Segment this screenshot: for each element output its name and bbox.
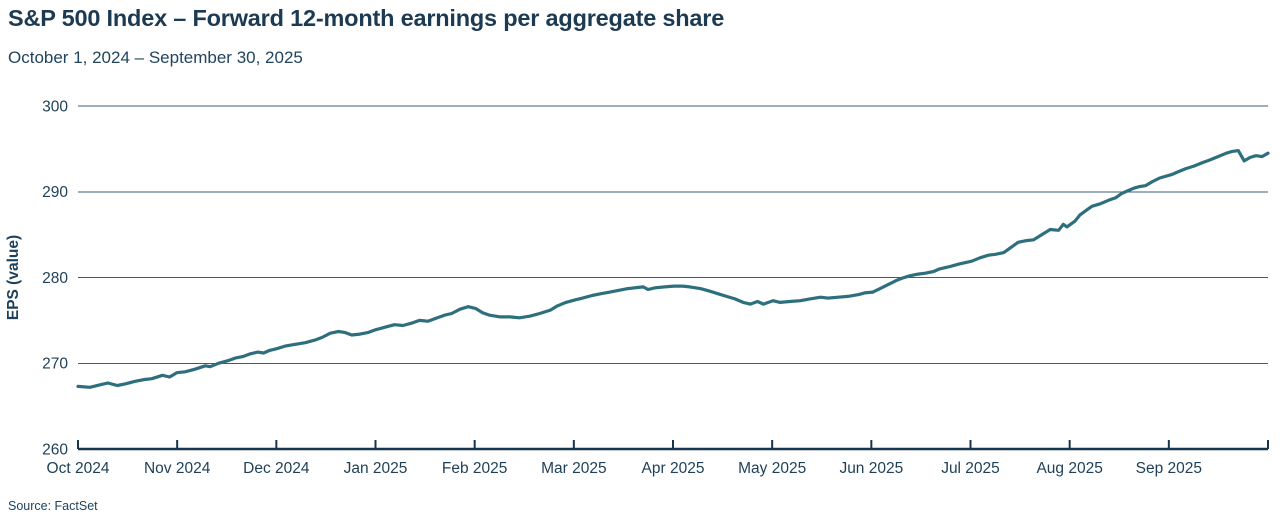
x-tick-label: Nov 2024: [144, 460, 211, 477]
x-tick-label: Jun 2025: [839, 460, 903, 477]
x-tick-label: Oct 2024: [47, 460, 110, 477]
x-tick-label: Feb 2025: [442, 460, 508, 477]
x-tick-label: Jan 2025: [344, 460, 408, 477]
x-tick-label: Dec 2024: [243, 460, 310, 477]
x-tick-label: Aug 2025: [1036, 460, 1102, 477]
y-tick-label: 260: [42, 441, 68, 458]
y-tick-label: 270: [42, 356, 68, 373]
y-tick-label: 280: [42, 270, 68, 287]
source-note: Source: FactSet: [8, 499, 98, 513]
eps-line: [76, 149, 1270, 389]
x-tick-label: Mar 2025: [541, 460, 606, 477]
y-axis-title: EPS (value): [5, 235, 22, 320]
y-tick-label: 300: [42, 98, 68, 115]
x-tick-label: Apr 2025: [642, 460, 705, 477]
x-tick-label: Sep 2025: [1136, 460, 1202, 477]
y-tick-label: 290: [42, 184, 68, 201]
x-tick-label: May 2025: [738, 460, 806, 477]
chart-title: S&P 500 Index – Forward 12-month earning…: [8, 5, 725, 31]
x-tick-label: Jul 2025: [941, 460, 1000, 477]
chart-subtitle: October 1, 2024 – September 30, 2025: [8, 48, 303, 67]
